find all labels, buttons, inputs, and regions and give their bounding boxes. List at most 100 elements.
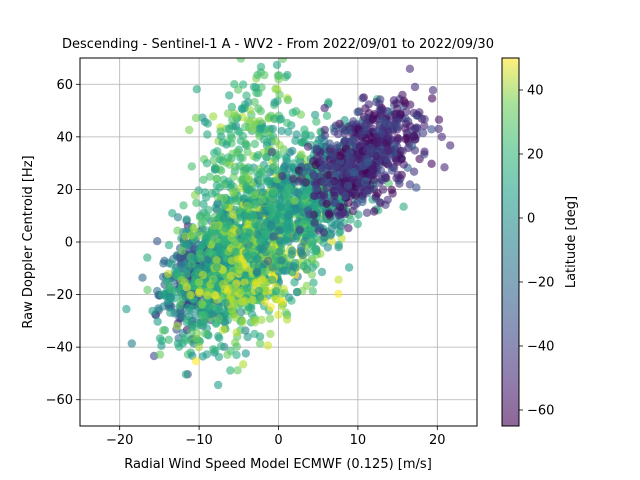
scatter-point (292, 130, 301, 139)
scatter-point (284, 293, 294, 302)
scatter-point (195, 336, 204, 346)
scatter-point (153, 237, 162, 246)
scatter-point (307, 239, 317, 248)
scatter-point (202, 234, 211, 243)
scatter-point (223, 153, 233, 162)
scatter-point (434, 124, 443, 134)
scatter-point (399, 202, 408, 211)
scatter-point (250, 139, 259, 149)
scatter-point (281, 224, 290, 233)
scatter-point (200, 329, 210, 338)
scatter-point (257, 195, 267, 205)
scatter-point (273, 71, 283, 80)
y-tick-label: −60 (46, 393, 73, 408)
scatter-point (320, 125, 329, 135)
scatter-point (216, 342, 226, 351)
scatter-point (178, 310, 187, 320)
scatter-point (349, 167, 358, 177)
scatter-point (275, 90, 284, 99)
scatter-point (232, 342, 241, 351)
scatter-point (235, 161, 245, 171)
x-tick-label: −20 (106, 433, 133, 448)
scatter-point (368, 171, 377, 180)
scatter-point (138, 273, 147, 282)
scatter-point (240, 100, 250, 109)
scatter-point (267, 245, 277, 254)
scatter-point (282, 191, 291, 200)
scatter-point (308, 263, 317, 272)
scatter-point (291, 136, 300, 145)
scatter-point (170, 267, 180, 276)
scatter-point (241, 271, 250, 280)
scatter-point (164, 335, 173, 344)
scatter-point (168, 209, 177, 218)
scatter-point (249, 191, 259, 200)
scatter-point (220, 201, 230, 210)
scatter-point (405, 64, 415, 74)
scatter-point (223, 109, 233, 118)
scatter-point (349, 136, 358, 145)
scatter-point (230, 111, 240, 121)
scatter-point (190, 190, 200, 200)
scatter-point (261, 230, 270, 239)
scatter-point (203, 130, 212, 139)
scatter-point (393, 133, 402, 143)
scatter-point (255, 332, 265, 341)
scatter-point (382, 153, 392, 163)
scatter-point (243, 332, 252, 342)
scatter-point (155, 350, 165, 359)
chart-title: Descending - Sentinel-1 A - WV2 - From 2… (62, 37, 494, 52)
scatter-point (214, 352, 224, 362)
y-tick-label: −20 (46, 288, 73, 303)
scatter-point (353, 219, 362, 229)
scatter-point (271, 287, 281, 296)
scatter-point (270, 98, 279, 107)
scatter-point (212, 181, 221, 190)
x-tick-label: 10 (350, 433, 367, 448)
scatter-point (252, 267, 261, 277)
scatter-point (287, 163, 297, 172)
scatter-point (216, 127, 225, 136)
scatter-point (242, 201, 252, 211)
scatter-point (268, 124, 277, 134)
y-tick-label: −40 (46, 341, 73, 356)
scatter-point (155, 334, 165, 343)
scatter-point (240, 211, 249, 220)
scatter-point (205, 172, 214, 181)
scatter-point (265, 314, 275, 323)
scatter-point (303, 142, 313, 151)
scatter-point (334, 240, 343, 250)
scatter-point (194, 343, 204, 352)
scatter-point (274, 267, 283, 276)
scatter-point (383, 126, 392, 135)
scatter-point (227, 233, 236, 242)
scatter-point (305, 210, 314, 219)
scatter-point (427, 94, 437, 103)
scatter-point (394, 122, 403, 131)
scatter-point (311, 184, 320, 194)
scatter-point (341, 191, 350, 201)
scatter-point (349, 117, 358, 126)
scatter-point (164, 240, 174, 250)
scatter-point (242, 182, 251, 191)
scatter-point (370, 185, 379, 194)
scatter-point (446, 141, 455, 150)
y-axis-label: Raw Doppler Centroid [Hz] (21, 155, 36, 328)
scatter-point (203, 119, 212, 128)
scatter-point (340, 136, 350, 146)
scatter-point (194, 278, 204, 287)
scatter-point (440, 163, 449, 172)
scatter-point (383, 195, 392, 205)
scatter-point (254, 286, 264, 296)
scatter-point (200, 310, 209, 319)
scatter-point (227, 102, 237, 112)
scatter-point (344, 263, 354, 272)
scatter-point (189, 224, 199, 233)
scatter-point (187, 162, 196, 171)
scatter-point (330, 199, 340, 208)
scatter-point (334, 289, 343, 299)
scatter-point (428, 86, 438, 95)
scatter-point (264, 256, 273, 266)
scatter-point (219, 180, 229, 189)
